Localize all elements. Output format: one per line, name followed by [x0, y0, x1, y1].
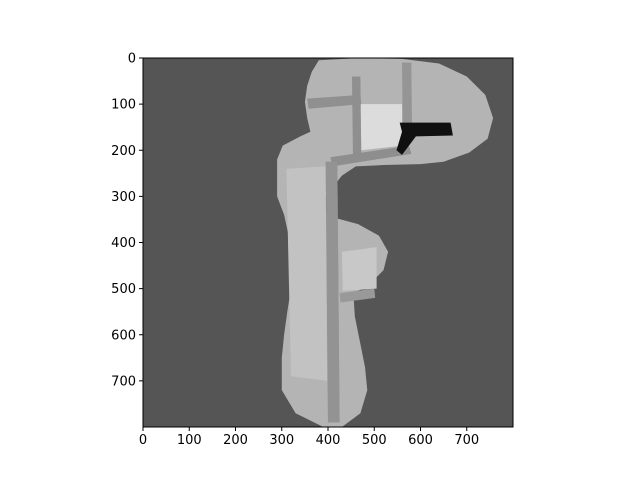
x-tick-label: 400: [316, 433, 341, 448]
corridor-region: [339, 288, 376, 303]
dark-region: [396, 122, 453, 155]
x-tick-label: 100: [177, 433, 202, 448]
y-tick-label: 400: [111, 236, 136, 251]
y-tick-label: 500: [111, 282, 136, 297]
y-tick-label: 700: [111, 374, 136, 389]
room-region: [341, 247, 377, 291]
room-region: [360, 104, 402, 151]
corridor-region: [352, 76, 362, 161]
x-tick-label: 0: [139, 433, 147, 448]
y-axis: 0 100 200 300 400 500 600 700: [111, 52, 143, 389]
room-region: [286, 166, 328, 381]
corridor-region: [307, 94, 362, 109]
corridor-region: [330, 145, 412, 167]
y-tick-label: 600: [111, 328, 136, 343]
y-tick-label: 300: [111, 190, 136, 205]
x-tick-label: 700: [454, 433, 479, 448]
corridor-region: [325, 161, 340, 423]
x-axis: 0 100 200 300 400 500 600 700: [139, 427, 479, 448]
heatmap-image: [277, 58, 494, 427]
x-tick-label: 500: [362, 433, 387, 448]
corridor-region: [402, 62, 413, 141]
x-tick-label: 600: [408, 433, 433, 448]
y-tick-label: 200: [111, 144, 136, 159]
x-tick-label: 200: [223, 433, 248, 448]
y-tick-label: 0: [128, 52, 136, 67]
x-tick-label: 300: [269, 433, 294, 448]
y-tick-label: 100: [111, 98, 136, 113]
